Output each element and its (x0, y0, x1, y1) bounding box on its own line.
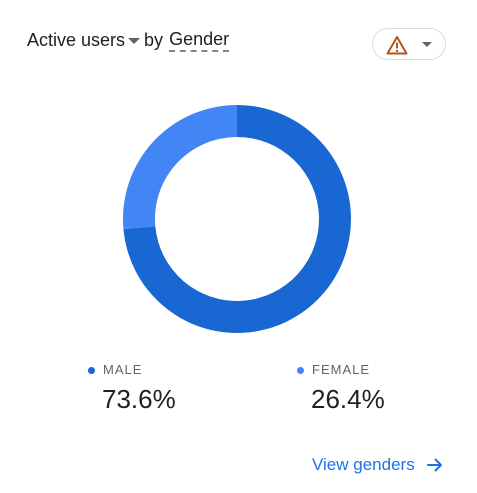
legend-item-male: MALE 73.6% (88, 362, 176, 414)
view-genders-link[interactable]: View genders (312, 454, 443, 476)
legend-item-female: FEMALE 26.4% (297, 362, 385, 414)
caret-down-icon[interactable] (128, 38, 141, 44)
metric-label: Active users (27, 30, 126, 50)
metric-selector[interactable]: Active users (27, 28, 125, 52)
legend-value-male: 73.6% (102, 384, 176, 414)
donut-slice-male[interactable] (123, 105, 351, 334)
warning-triangle-icon (386, 36, 408, 55)
legend-label-female: FEMALE (312, 362, 371, 377)
legend-value-female: 26.4% (311, 384, 385, 414)
legend-dot-female (297, 366, 304, 374)
legend-dot-male (88, 366, 95, 374)
donut-slice-female[interactable] (122, 105, 237, 230)
card-title: Active users by Gender (27, 28, 230, 52)
chip-caret-down-icon (422, 42, 432, 47)
warning-chip[interactable] (372, 28, 446, 60)
dimension-selector[interactable]: Gender (169, 29, 230, 52)
legend-label-male: MALE (103, 362, 143, 377)
view-genders-label: View genders (312, 455, 415, 474)
by-text: by (144, 30, 164, 50)
arrow-right-icon (426, 458, 442, 472)
